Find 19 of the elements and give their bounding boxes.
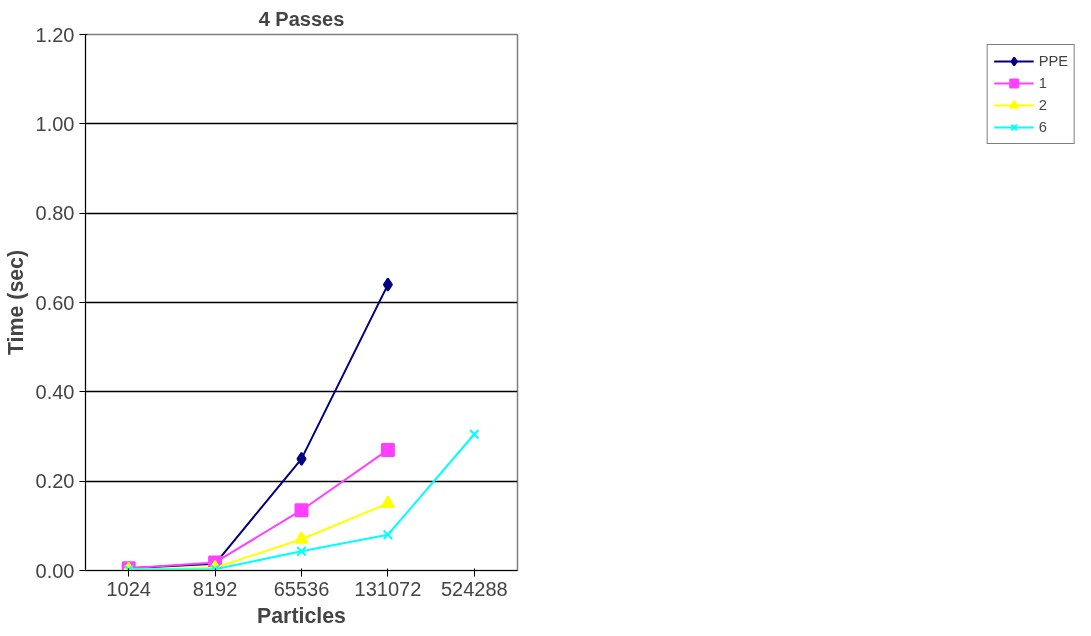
y-tick-label: 0.20 bbox=[35, 470, 75, 493]
x-tick-label: 524288 bbox=[440, 577, 508, 600]
y-tick-label: 1.00 bbox=[35, 112, 75, 135]
x-tick-label: 1024 bbox=[106, 577, 151, 600]
x-tick-label: 65536 bbox=[273, 577, 330, 600]
y-tick-label: 0.80 bbox=[35, 202, 75, 225]
y-tick-label: 0.40 bbox=[35, 380, 75, 403]
legend-label: PPE bbox=[1038, 53, 1068, 69]
legend-label: 2 bbox=[1038, 97, 1048, 113]
y-tick-label: 1.20 bbox=[35, 23, 75, 46]
legend-label: 1 bbox=[1038, 75, 1048, 91]
legend-label: 6 bbox=[1038, 119, 1048, 135]
x-tick-label: 8192 bbox=[192, 577, 238, 600]
x-axis-title: Particles bbox=[257, 603, 346, 628]
x-tick-label: 131072 bbox=[354, 577, 422, 600]
chart-title: 4 Passes bbox=[258, 7, 345, 30]
y-tick-label: 0.60 bbox=[35, 291, 75, 314]
y-tick-label: 0.00 bbox=[35, 559, 75, 582]
y-axis-title: Time (sec) bbox=[3, 249, 28, 356]
